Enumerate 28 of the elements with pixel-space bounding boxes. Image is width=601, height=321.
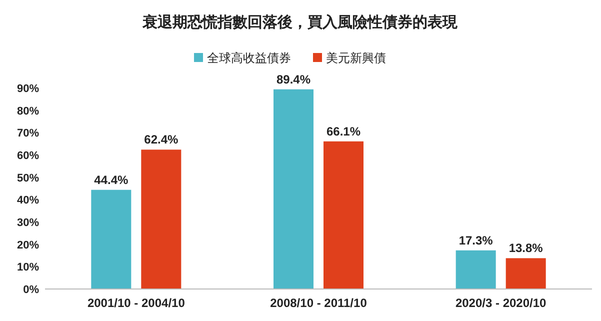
- x-tick-label: 2008/10 - 2011/10: [270, 296, 368, 310]
- y-tick-label: 10%: [16, 262, 40, 274]
- bar: [274, 89, 314, 289]
- y-tick-label: 90%: [16, 83, 40, 95]
- data-label: 13.8%: [508, 241, 544, 256]
- bar: [324, 141, 364, 289]
- bar: [91, 190, 132, 289]
- data-label: 62.4%: [144, 132, 179, 147]
- data-label: 66.1%: [326, 124, 361, 138]
- chart-title: 衰退期恐慌指數回落後，買入風險性債券的表現: [142, 13, 458, 31]
- y-tick-label: 60%: [16, 150, 40, 162]
- y-tick-label: 70%: [16, 128, 40, 140]
- x-tick-label: 2001/10 - 2004/10: [87, 296, 186, 310]
- y-tick-label: 30%: [16, 217, 40, 229]
- x-tick-label: 2020/3 - 2020/10: [455, 296, 547, 310]
- data-label: 89.4%: [276, 72, 311, 86]
- y-tick-label: 80%: [16, 105, 40, 118]
- legend-label: 美元新興債: [326, 51, 386, 65]
- y-tick-label: 40%: [16, 194, 40, 207]
- y-tick-label: 20%: [16, 239, 40, 252]
- y-tick-label: 0%: [23, 284, 40, 296]
- bar: [506, 258, 546, 289]
- data-label: 44.4%: [94, 172, 129, 187]
- bar: [141, 150, 182, 289]
- bar: [456, 250, 496, 289]
- legend-label: 全球高收益債券: [207, 51, 291, 65]
- y-tick-label: 50%: [16, 172, 40, 184]
- data-label: 17.3%: [458, 233, 494, 248]
